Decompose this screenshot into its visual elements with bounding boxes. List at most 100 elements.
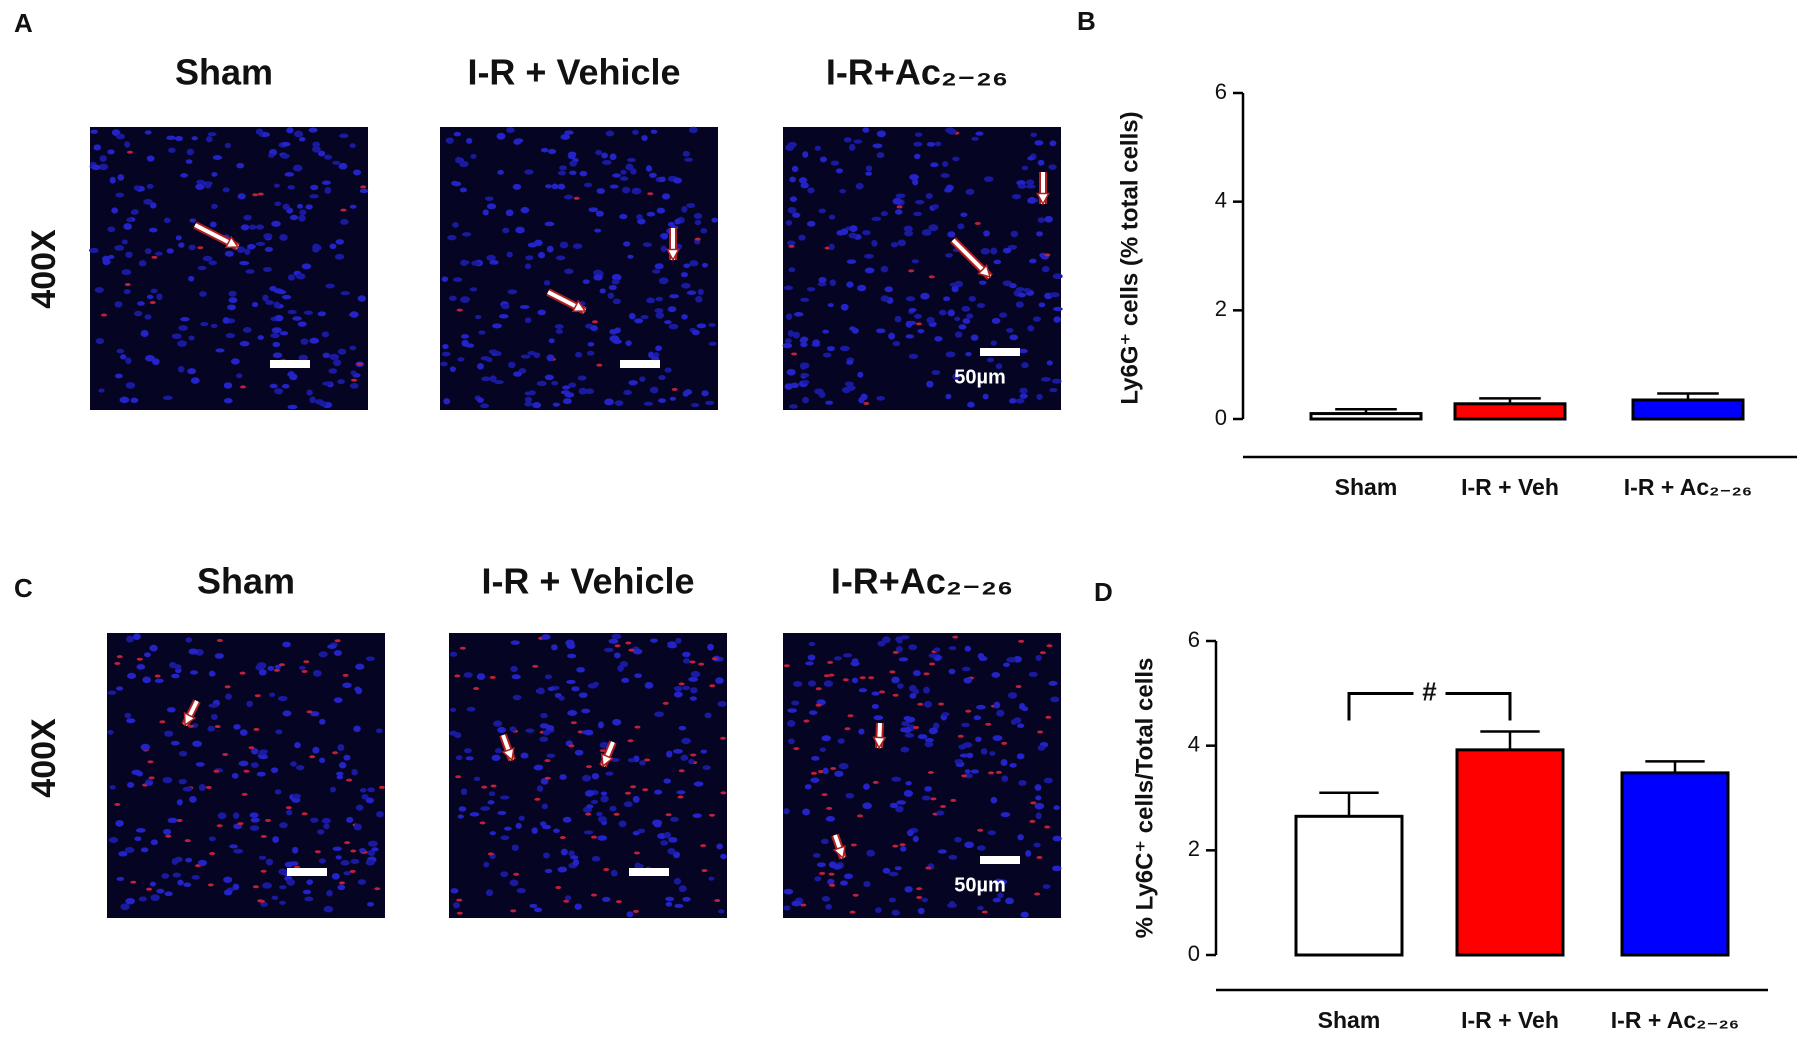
panel-label: D (1094, 577, 1113, 607)
nucleus (450, 707, 457, 713)
nucleus (614, 400, 624, 407)
nucleus (551, 183, 559, 190)
nucleus (540, 712, 548, 719)
red-cell (714, 899, 721, 903)
nucleus (654, 711, 665, 717)
image-title: I-R+Ac₂₋₂₆ (831, 561, 1013, 602)
nucleus (667, 221, 675, 227)
nucleus (506, 127, 515, 134)
nucleus (595, 210, 604, 217)
nucleus (834, 770, 844, 777)
nucleus (150, 288, 158, 294)
nucleus (966, 313, 974, 319)
nucleus (843, 137, 852, 143)
nucleus (574, 749, 584, 756)
red-cell (827, 660, 834, 664)
nucleus (487, 800, 495, 805)
nucleus (846, 259, 857, 264)
nucleus (882, 636, 891, 644)
nucleus (952, 156, 960, 162)
nucleus (154, 251, 163, 256)
nucleus (207, 725, 215, 732)
nucleus (875, 907, 882, 914)
nucleus (178, 242, 185, 248)
panel-label: A (14, 8, 33, 38)
red-cell (130, 880, 137, 884)
nucleus (211, 203, 218, 209)
nucleus (289, 861, 299, 866)
red-cell (632, 909, 639, 913)
nucleus (271, 220, 281, 227)
nucleus (543, 279, 551, 286)
nucleus (255, 128, 264, 135)
nucleus (718, 909, 725, 914)
nucleus (1006, 328, 1014, 333)
nucleus (274, 388, 284, 395)
nucleus (176, 799, 183, 806)
nucleus (488, 791, 496, 797)
nucleus (697, 288, 704, 296)
nucleus (669, 294, 680, 299)
nucleus (541, 803, 548, 810)
nucleus (577, 375, 587, 381)
nucleus (328, 368, 338, 374)
nucleus (265, 300, 274, 306)
nucleus (115, 686, 124, 691)
nucleus (279, 234, 288, 241)
red-cell (791, 352, 798, 356)
nucleus (504, 826, 512, 831)
nucleus (256, 662, 267, 669)
nucleus (862, 230, 871, 236)
red-cell (665, 813, 672, 817)
nucleus (223, 889, 233, 896)
nucleus (349, 143, 356, 149)
nucleus (350, 858, 360, 864)
red-cell (559, 836, 566, 840)
nucleus (591, 773, 600, 780)
nucleus (828, 243, 835, 251)
nucleus (236, 246, 246, 253)
nucleus (546, 354, 555, 362)
nucleus (1035, 654, 1042, 661)
nucleus (875, 328, 886, 334)
nucleus (144, 248, 152, 255)
nucleus (667, 641, 677, 647)
red-cell (473, 687, 480, 691)
nucleus (1046, 360, 1053, 366)
red-cell (591, 320, 598, 324)
nucleus (287, 185, 295, 190)
nucleus (274, 664, 282, 670)
nucleus (871, 216, 882, 222)
nucleus (800, 336, 809, 343)
nucleus (551, 380, 559, 386)
nucleus (782, 343, 793, 349)
nucleus (346, 816, 354, 823)
nucleus (928, 727, 938, 735)
nucleus (493, 380, 504, 385)
nucleus (800, 297, 810, 302)
nucleus (992, 897, 1001, 903)
nucleus (240, 224, 250, 231)
nucleus (298, 214, 306, 222)
red-cell (677, 795, 684, 799)
red-cell (892, 693, 899, 697)
nucleus (142, 676, 152, 684)
nucleus (107, 729, 114, 735)
y-tick-label: 4 (1188, 731, 1200, 756)
nucleus (1049, 140, 1057, 147)
nucleus (958, 324, 967, 330)
nucleus (236, 373, 243, 379)
nucleus (866, 849, 876, 857)
red-cell (487, 852, 494, 856)
nucleus (461, 232, 472, 237)
nucleus (215, 348, 225, 353)
nucleus (148, 227, 158, 233)
red-cell (977, 828, 984, 832)
red-cell (224, 685, 231, 689)
red-cell (240, 385, 247, 389)
nucleus (895, 805, 904, 813)
x-tick-label: I-R + Veh (1461, 474, 1559, 500)
red-cell (239, 671, 246, 675)
nucleus (459, 187, 468, 193)
red-cell (136, 657, 143, 661)
